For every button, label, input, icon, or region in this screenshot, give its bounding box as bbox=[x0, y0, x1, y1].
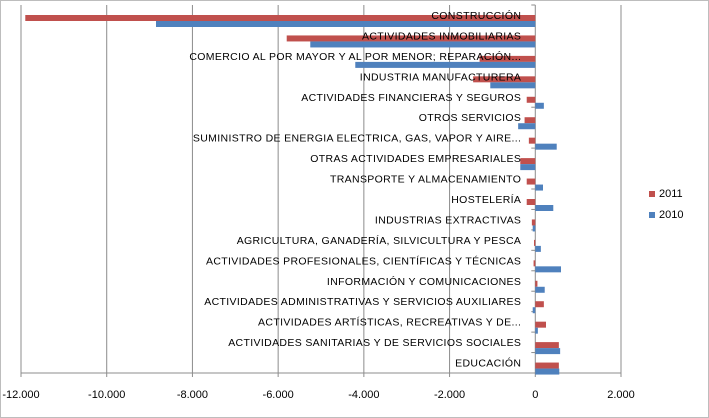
bar-2011 bbox=[535, 301, 544, 308]
bar-2010 bbox=[532, 307, 536, 314]
bar-2010 bbox=[535, 143, 557, 150]
bar-2011 bbox=[479, 55, 536, 62]
category-label: INDUSTRIAS EXTRACTIVAS bbox=[375, 214, 521, 226]
legend-label: 2011 bbox=[659, 188, 683, 200]
bar-2011 bbox=[520, 158, 536, 165]
x-tick-label: 0 bbox=[532, 389, 538, 401]
x-tick-label: -10.000 bbox=[88, 389, 125, 401]
category-label: INDUSTRIA MANUFACTURERA bbox=[360, 71, 521, 83]
bar-2010 bbox=[535, 286, 545, 293]
bar-2010 bbox=[520, 164, 536, 171]
x-axis-ticks: -12.000 -10.000 -8.000 -6.000 -4.000 -2.000 0 2… bbox=[2, 389, 634, 401]
bar-2011 bbox=[535, 362, 559, 369]
x-tick-label: 2.000 bbox=[607, 389, 635, 401]
bar-2011 bbox=[528, 137, 536, 144]
legend-swatch bbox=[649, 191, 655, 197]
x-tick-label: -4.000 bbox=[348, 389, 379, 401]
bar-2011 bbox=[473, 76, 536, 83]
bar-2010 bbox=[535, 245, 541, 252]
bar-2010 bbox=[535, 205, 554, 211]
bar-2010 bbox=[535, 327, 538, 334]
legend-swatch bbox=[649, 212, 655, 218]
bar-2011 bbox=[535, 321, 546, 328]
x-tick-label: -12.000 bbox=[2, 389, 39, 401]
bar-2010 bbox=[535, 102, 544, 109]
bar-2010 bbox=[310, 41, 536, 48]
bar-2010 bbox=[490, 82, 536, 89]
category-label: ACTIVIDADES SANITARIAS Y DE SERVICIOS SO… bbox=[228, 337, 521, 349]
category-label: OTROS SERVICIOS bbox=[419, 112, 522, 124]
x-tick-label: -8.000 bbox=[177, 389, 208, 401]
bar-2011 bbox=[286, 35, 536, 42]
bar-2011 bbox=[535, 342, 559, 349]
category-label: ACTIVIDADES ADMINISTRATIVAS Y SERVICIOS … bbox=[204, 296, 521, 308]
bar-2011 bbox=[526, 178, 536, 185]
x-tick-label: -6.000 bbox=[263, 389, 294, 401]
category-label: OTRAS ACTIVIDADES EMPRESARIALES bbox=[310, 153, 521, 165]
bar-2010 bbox=[532, 225, 536, 232]
x-tick-label: -2.000 bbox=[434, 389, 465, 401]
category-label: SUMINISTRO DE ENERGIA ELECTRICA, GAS, VA… bbox=[193, 133, 521, 145]
bar-2011 bbox=[524, 117, 536, 124]
bar-2010 bbox=[535, 184, 543, 191]
category-label: TRANSPORTE Y ALMACENAMIENTO bbox=[330, 174, 521, 186]
category-labels: CONSTRUCCIÓN ACTIVIDADES INMOBILIARIAS COM… bbox=[189, 9, 521, 370]
category-label: AGRICULTURA, GANADERÍA, SILVICULTURA Y P… bbox=[237, 234, 522, 247]
legend: 2011 2010 bbox=[649, 188, 683, 221]
legend-label: 2010 bbox=[659, 209, 683, 221]
category-label: ACTIVIDADES FINANCIERAS Y SEGUROS bbox=[301, 92, 521, 104]
bar-2010 bbox=[535, 348, 561, 355]
category-label: ACTIVIDADES ARTÍSTICAS, RECREATIVAS Y DE… bbox=[258, 316, 521, 329]
category-label: HOSTELERÍA bbox=[451, 193, 521, 206]
category-label: CONSTRUCCIÓN bbox=[431, 9, 521, 22]
bar-2010 bbox=[535, 368, 560, 375]
bar-2011 bbox=[531, 219, 536, 226]
bar-2011 bbox=[526, 96, 536, 103]
category-label: ACTIVIDADES PROFESIONALES, CIENTÍFICAS Y… bbox=[206, 254, 521, 267]
bar-2011 bbox=[535, 280, 538, 287]
bar-2011 bbox=[25, 15, 536, 21]
bar-2010 bbox=[156, 21, 536, 27]
bar-2011 bbox=[533, 260, 536, 267]
bar-2010 bbox=[518, 123, 536, 130]
bar-2010 bbox=[355, 61, 536, 68]
category-label: EDUCACIÓN bbox=[455, 357, 521, 370]
bars bbox=[25, 15, 561, 375]
category-label: INFORMACIÓN Y COMUNICACIONES bbox=[327, 275, 521, 288]
category-label: COMERCIO AL POR MAYOR Y AL POR MENOR; RE… bbox=[189, 50, 521, 63]
bar-2010 bbox=[535, 266, 561, 273]
bar-2011 bbox=[534, 239, 536, 246]
bar-2011 bbox=[526, 199, 536, 205]
category-label: ACTIVIDADES INMOBILIARIAS bbox=[362, 30, 521, 42]
